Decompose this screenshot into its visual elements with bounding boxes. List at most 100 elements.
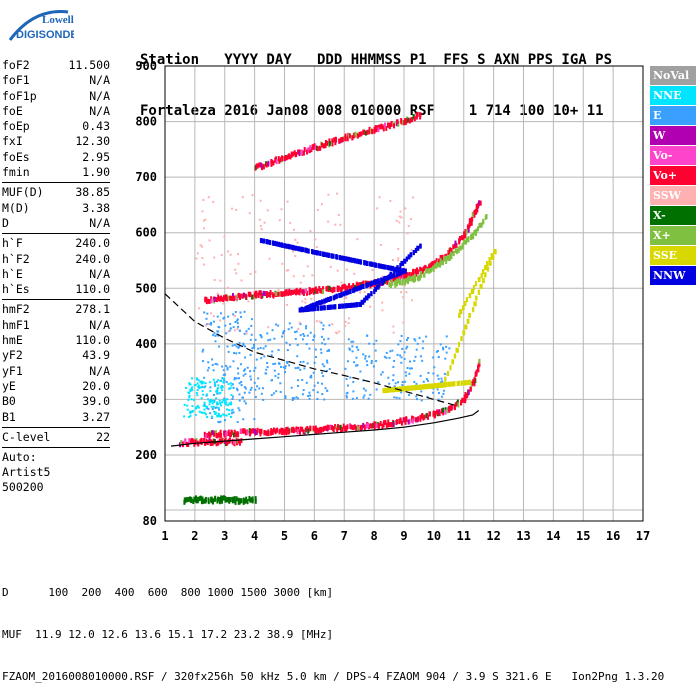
trace-point — [339, 292, 342, 298]
param-row-fof1: foF1 N/A — [2, 73, 110, 88]
echo-point — [212, 393, 215, 396]
echo-point — [375, 388, 378, 391]
trace-point — [385, 387, 388, 393]
trace-point — [383, 264, 386, 270]
trace-point — [213, 430, 216, 436]
echo-point — [245, 332, 248, 335]
trace-point — [471, 380, 474, 386]
echo-point — [211, 399, 214, 402]
trace-point — [378, 423, 381, 429]
trace-point — [259, 431, 262, 437]
trace-point — [448, 381, 451, 387]
trace-point — [341, 284, 344, 290]
trace-point — [342, 255, 345, 261]
echo-point — [371, 268, 374, 271]
trace-point — [399, 267, 402, 273]
trace-point — [456, 399, 459, 405]
echo-point — [290, 386, 293, 389]
trace-point — [377, 278, 380, 284]
trace-point — [418, 384, 421, 390]
echo-point — [201, 385, 204, 388]
trace-point — [261, 293, 264, 299]
echo-point — [366, 334, 369, 337]
trace-point — [476, 207, 479, 213]
trace-point — [302, 429, 305, 435]
echo-point — [437, 392, 440, 395]
echo-point — [204, 385, 207, 388]
echo-point — [207, 323, 210, 326]
echo-point — [388, 356, 391, 359]
trace-point — [201, 496, 204, 502]
trace-point — [369, 423, 372, 429]
echo-point — [299, 323, 302, 326]
trace-point — [395, 271, 398, 277]
param-row-b1: B1 3.27 — [2, 410, 110, 425]
trace-point — [342, 423, 345, 429]
echo-point — [253, 346, 256, 349]
trace-point — [195, 495, 198, 501]
echo-point — [212, 334, 215, 337]
echo-point — [238, 399, 241, 402]
trace-point — [364, 280, 367, 286]
echo-point — [400, 391, 403, 394]
echo-point — [362, 353, 365, 356]
echo-point — [270, 379, 273, 382]
trace-point — [393, 272, 396, 278]
trace-point — [387, 419, 390, 425]
echo-point — [321, 371, 324, 374]
trace-point — [267, 431, 270, 437]
x-tick-label: 1 — [161, 529, 168, 543]
echo-point — [405, 291, 408, 294]
echo-point — [283, 329, 286, 332]
echo-point — [236, 318, 239, 321]
trace-point — [196, 496, 199, 502]
trace-point — [296, 429, 299, 435]
echo-point — [226, 366, 229, 369]
trace-point — [469, 293, 472, 299]
trace-point — [326, 140, 329, 146]
trace-point — [237, 438, 240, 444]
y-tick-label: 300 — [135, 392, 157, 406]
trace-point — [187, 496, 190, 502]
trace-point — [340, 137, 343, 143]
trace-point — [459, 245, 462, 251]
trace-point — [370, 423, 373, 429]
echo-point — [223, 316, 226, 319]
trace-point — [441, 408, 444, 414]
echo-point — [219, 319, 222, 322]
trace-point — [363, 297, 366, 303]
legend-item-w: W — [650, 126, 696, 146]
echo-point — [391, 259, 394, 262]
echo-point — [392, 379, 395, 382]
echo-point — [345, 395, 348, 398]
trace-point — [344, 426, 347, 432]
echo-point — [227, 383, 230, 386]
trace-point — [432, 265, 435, 271]
trace-point — [348, 257, 351, 263]
trace-point — [338, 292, 341, 298]
echo-point — [210, 323, 213, 326]
echo-point — [319, 348, 322, 351]
logo-text-line1: Lowell — [42, 14, 74, 26]
trace-point — [260, 429, 263, 435]
echo-point — [260, 357, 263, 360]
trace-point — [200, 437, 203, 443]
trace-point — [331, 138, 334, 144]
param-name: D — [2, 215, 9, 230]
param-name: fmin — [2, 165, 30, 180]
x-tick-label: 3 — [221, 529, 228, 543]
trace-point — [431, 260, 434, 266]
echo-point — [279, 365, 282, 368]
trace-point — [405, 256, 408, 262]
trace-point — [454, 243, 457, 249]
echo-point — [412, 196, 415, 199]
echo-point — [355, 364, 358, 367]
param-row-foe: foE N/A — [2, 104, 110, 119]
trace-point — [378, 124, 381, 130]
trace-point — [367, 282, 370, 288]
echo-point — [432, 391, 435, 394]
trace-point — [344, 285, 347, 291]
echo-point — [231, 344, 234, 347]
trace-point — [324, 139, 327, 145]
echo-point — [352, 380, 355, 383]
